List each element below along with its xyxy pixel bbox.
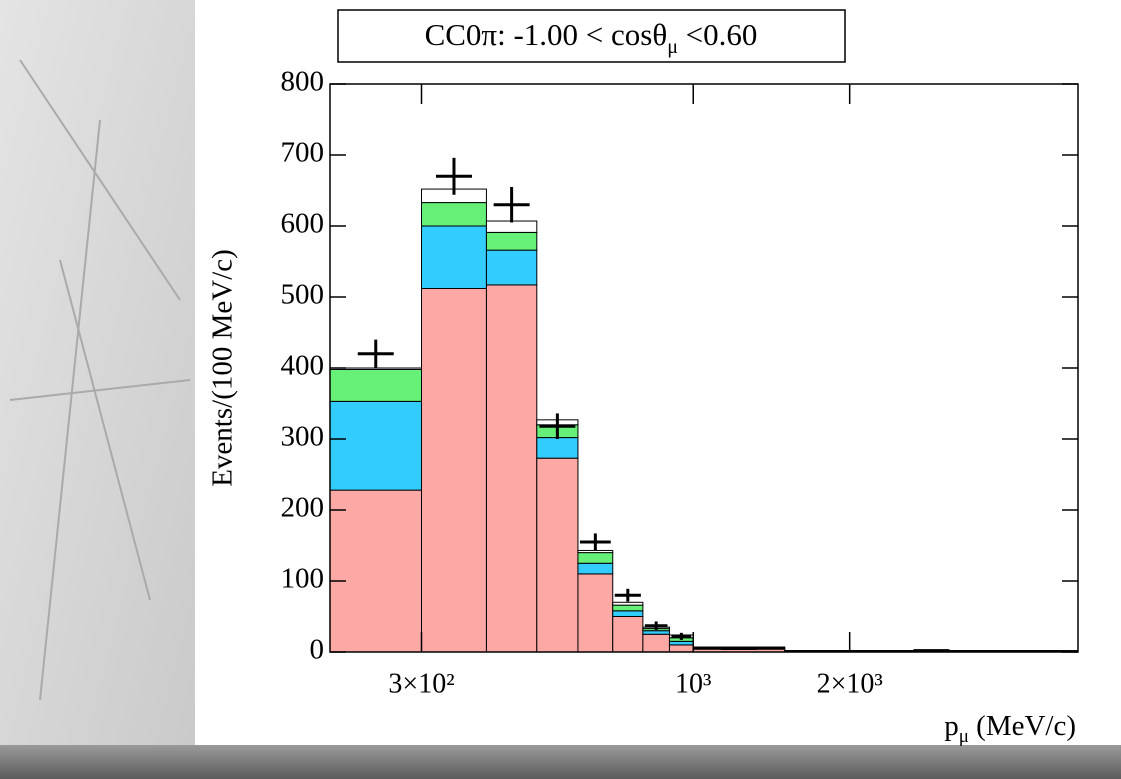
histogram-bar xyxy=(642,633,670,653)
background-texture xyxy=(9,59,191,701)
histogram-bar xyxy=(485,231,538,251)
histogram-bar xyxy=(485,220,538,233)
x-axis-label: pμ (MeV/c) xyxy=(944,710,1076,748)
x-tick-label: 2×10³ xyxy=(817,668,883,699)
title-box xyxy=(337,9,846,63)
histogram-bar xyxy=(421,287,487,653)
x-tick-label: 10³ xyxy=(675,668,711,699)
y-tick-label: 400 xyxy=(281,350,325,382)
y-tick-label: 0 xyxy=(310,634,325,666)
histogram-bar xyxy=(612,604,644,612)
histogram-bar xyxy=(329,400,423,491)
y-tick-label: 300 xyxy=(281,421,325,453)
histogram-bar xyxy=(577,573,614,653)
histogram-bar xyxy=(485,284,538,653)
y-tick-label: 200 xyxy=(281,492,325,524)
y-tick-label: 700 xyxy=(281,137,325,169)
histogram-bar xyxy=(612,610,644,618)
histogram-bar xyxy=(642,630,670,635)
histogram-bar xyxy=(612,601,644,606)
chart-title: CC0π: -1.00 < cosθμ <0.60 xyxy=(425,17,758,57)
histogram-bar xyxy=(668,644,694,653)
histogram-bar xyxy=(577,552,614,564)
y-tick-label: 800 xyxy=(281,66,325,98)
histogram-bar xyxy=(329,489,423,653)
y-axis-label: Events/(100 MeV/c) xyxy=(207,249,239,487)
y-tick-label: 600 xyxy=(281,208,325,240)
histogram-bar xyxy=(536,437,579,459)
bottom-strip xyxy=(0,745,1121,779)
histogram-bar xyxy=(421,225,487,289)
histogram-bar xyxy=(421,202,487,227)
histogram-bar xyxy=(485,249,538,286)
y-tick-label: 500 xyxy=(281,279,325,311)
histogram-bar xyxy=(668,640,694,646)
x-tick-label: 3×10² xyxy=(388,668,454,699)
histogram-bar xyxy=(612,616,644,653)
histogram-bar xyxy=(577,549,614,554)
y-tick-label: 100 xyxy=(281,563,325,595)
histogram-bar xyxy=(577,562,614,575)
histogram-bar xyxy=(536,457,579,653)
histogram-bar xyxy=(329,368,423,402)
